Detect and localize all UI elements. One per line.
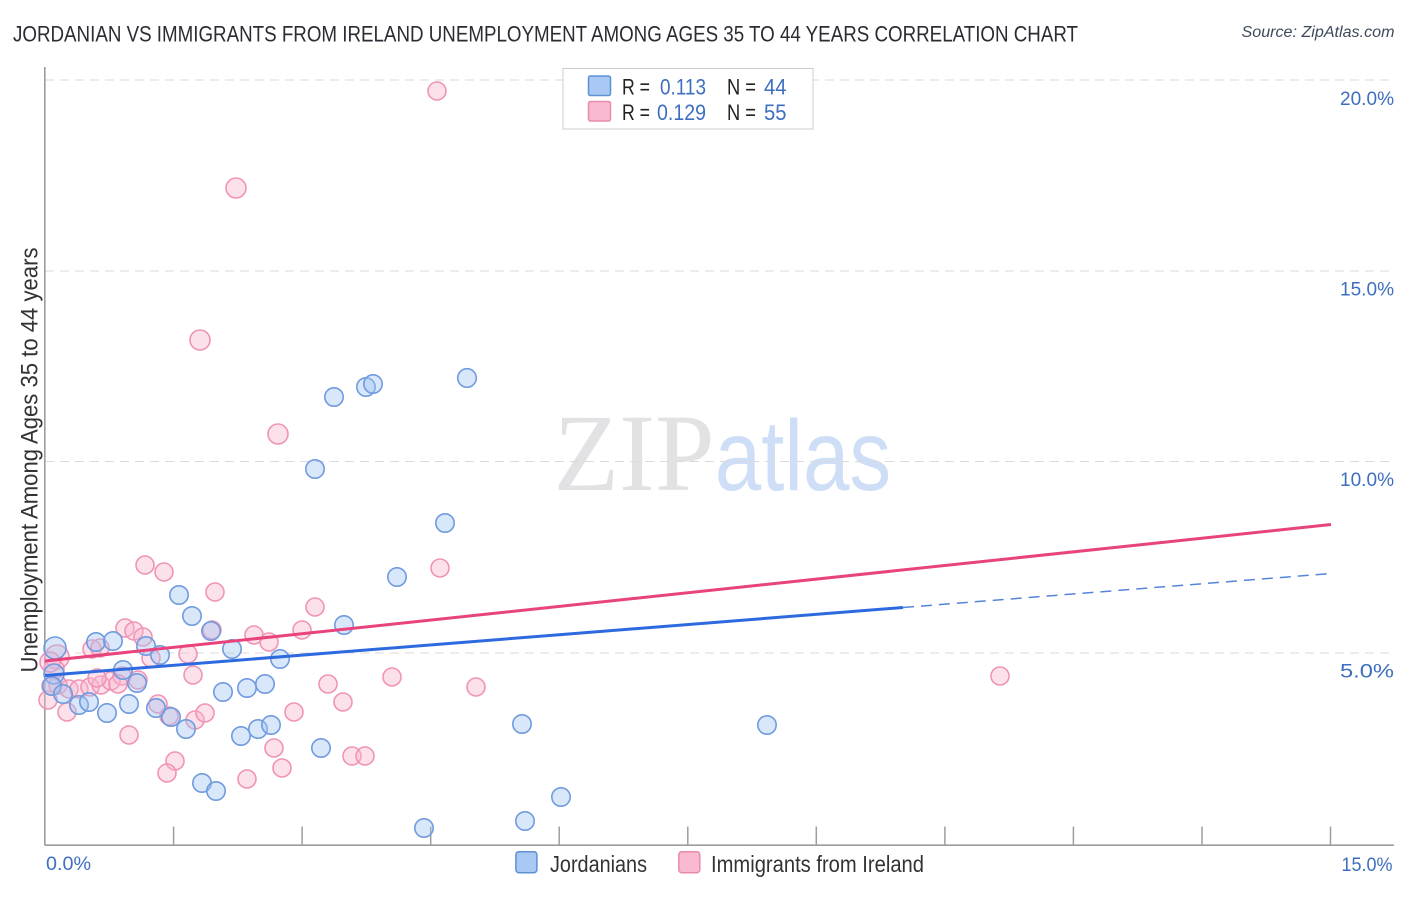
svg-text:ZIP: ZIP	[554, 393, 715, 515]
svg-text:JORDANIAN VS IMMIGRANTS FROM I: JORDANIAN VS IMMIGRANTS FROM IRELAND UNE…	[13, 22, 1078, 47]
svg-text:20.0%: 20.0%	[1340, 88, 1394, 110]
svg-text:atlas: atlas	[715, 400, 891, 512]
svg-text:44: 44	[764, 75, 787, 100]
svg-text:0.129: 0.129	[657, 100, 706, 125]
svg-text:10.0%: 10.0%	[1340, 469, 1394, 491]
svg-text:15.0%: 15.0%	[1342, 854, 1393, 876]
svg-text:Immigrants from Ireland: Immigrants from Ireland	[711, 851, 924, 877]
svg-text:5.0%: 5.0%	[1340, 661, 1394, 683]
svg-text:0.113: 0.113	[660, 75, 706, 100]
svg-text:Unemployment Among Ages 35 to: Unemployment Among Ages 35 to 44 years	[17, 248, 44, 673]
svg-text:55: 55	[764, 100, 787, 125]
svg-text:R =: R =	[622, 100, 650, 125]
svg-text:Source: ZipAtlas.com: Source: ZipAtlas.com	[1242, 24, 1395, 41]
svg-text:0.0%: 0.0%	[46, 853, 91, 875]
svg-text:R =: R =	[622, 75, 650, 100]
svg-text:N =: N =	[727, 75, 756, 100]
svg-text:N =: N =	[727, 100, 756, 125]
svg-text:Jordanians: Jordanians	[550, 851, 647, 877]
svg-text:15.0%: 15.0%	[1340, 279, 1394, 301]
